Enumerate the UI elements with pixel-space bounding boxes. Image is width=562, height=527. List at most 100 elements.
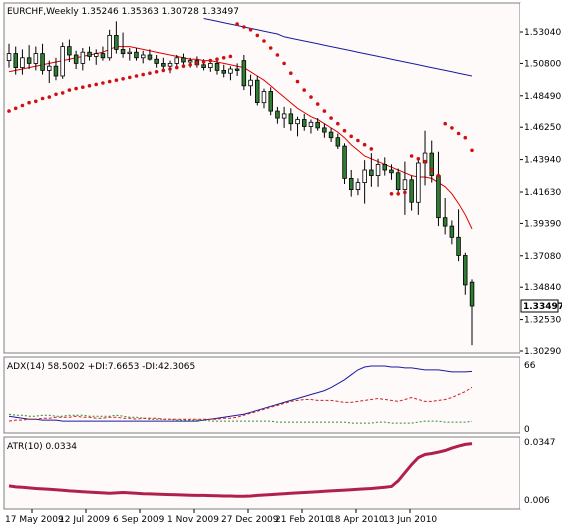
sar-dot	[403, 190, 407, 195]
candle-body	[20, 57, 25, 68]
sar-dot	[13, 106, 18, 111]
candle-body	[47, 65, 52, 71]
candle-body	[248, 79, 253, 87]
sar-dot	[302, 88, 307, 92]
candle-body	[40, 53, 45, 71]
sar-dot	[54, 92, 58, 97]
sar-dot	[87, 84, 92, 88]
x-tick-label: 6 Sep 2009	[113, 515, 165, 525]
sar-dot	[342, 128, 347, 133]
candle-body	[355, 182, 361, 191]
candle-body	[187, 60, 193, 63]
candle-body	[449, 225, 455, 238]
sar-dot	[148, 71, 152, 75]
candle-body	[315, 121, 320, 129]
x-tick-label: 1 Nov 2009	[167, 515, 219, 525]
candle-body	[154, 58, 159, 64]
candle-body	[348, 177, 354, 190]
y-tick-label: 1.30290	[524, 347, 561, 357]
x-tick-label: 17 May 2009	[5, 515, 64, 525]
adx-panel-label: ADX(14) 58.5002 +DI:7.6653 -DI:42.3065	[7, 362, 195, 372]
candle-body	[174, 57, 179, 64]
candle-body	[134, 51, 139, 59]
candle-body	[261, 91, 267, 104]
x-tick-label: 21 Feb 2010	[275, 515, 331, 525]
candle-body	[275, 110, 280, 119]
current-price-label: 1.33497	[523, 302, 562, 312]
sar-dot	[429, 168, 434, 172]
candle-body	[127, 51, 133, 55]
parabolic-sar	[7, 22, 474, 196]
sar-dot	[295, 79, 300, 84]
candle-body	[87, 51, 92, 57]
candle-body	[241, 60, 247, 87]
candle-body	[375, 163, 381, 176]
ma-fast-series	[8, 46, 473, 230]
sar-dot	[161, 68, 166, 73]
atr-tick-min: 0.006	[524, 496, 550, 506]
price-panel-label: EURCHF,Weekly 1.35246 1.35363 1.30728 1.…	[7, 7, 239, 17]
sar-dot	[181, 64, 186, 68]
y-tick-label: 1.39390	[524, 219, 561, 229]
y-axis: 1.53040 1.50800 1.48490 1.46250 1.43940 1.416…	[520, 28, 561, 357]
y-tick-label: 1.37080	[524, 252, 561, 262]
candle-body	[462, 255, 468, 286]
sar-dot	[201, 60, 206, 64]
sar-dot	[336, 121, 340, 126]
candle-body	[362, 169, 367, 184]
candle-body	[73, 54, 79, 64]
x-tick-label: 13 Jun 2010	[383, 515, 437, 525]
sar-dot	[436, 173, 441, 178]
atr-panel[interactable]	[3, 436, 521, 510]
candle-body	[80, 51, 86, 64]
sar-dot	[114, 78, 119, 82]
sar-dot	[101, 81, 105, 85]
sar-dot	[215, 57, 219, 61]
atr-tick-max: 0.0347	[524, 438, 556, 448]
candle-body	[295, 119, 300, 125]
sar-dot	[309, 95, 313, 99]
sar-dot	[81, 85, 85, 89]
sar-dot	[228, 54, 233, 59]
price-panel[interactable]	[3, 2, 521, 354]
sar-dot	[7, 109, 11, 113]
sar-dot	[134, 74, 139, 78]
candle-body	[140, 54, 146, 59]
y-tick-label: 1.43940	[524, 156, 561, 166]
sar-dot	[470, 148, 474, 153]
sar-dot	[443, 121, 448, 126]
candle-body	[442, 217, 448, 227]
sar-dot	[416, 157, 421, 161]
sar-dot	[242, 25, 246, 29]
candles	[6, 21, 475, 346]
sar-dot	[362, 142, 367, 147]
x-tick-label: 27 Dec 2009	[221, 515, 279, 525]
sar-dot	[255, 33, 260, 38]
price-scale[interactable]	[520, 3, 558, 509]
sar-dot	[315, 102, 320, 106]
candle-body	[395, 172, 401, 191]
candle-body	[53, 65, 59, 77]
sar-dot	[329, 116, 333, 120]
sar-dot	[67, 88, 72, 92]
sar-dot	[423, 159, 427, 164]
sar-dot	[322, 109, 327, 113]
candle-body	[382, 163, 387, 171]
y-tick-label: 1.50800	[524, 59, 561, 69]
candle-body	[469, 281, 475, 307]
candle-body	[221, 70, 226, 74]
sar-dot	[369, 147, 374, 151]
candle-body	[201, 64, 206, 69]
candle-body	[288, 113, 294, 125]
candle-body	[67, 46, 72, 56]
sar-dot	[456, 131, 461, 136]
y-tick-label: 1.41630	[524, 188, 561, 198]
sar-dot	[463, 135, 468, 140]
sar-dot	[27, 100, 31, 105]
candle-body	[456, 236, 461, 256]
candle-body	[429, 152, 434, 176]
atr-panel-label: ATR(10) 0.0334	[7, 442, 77, 452]
